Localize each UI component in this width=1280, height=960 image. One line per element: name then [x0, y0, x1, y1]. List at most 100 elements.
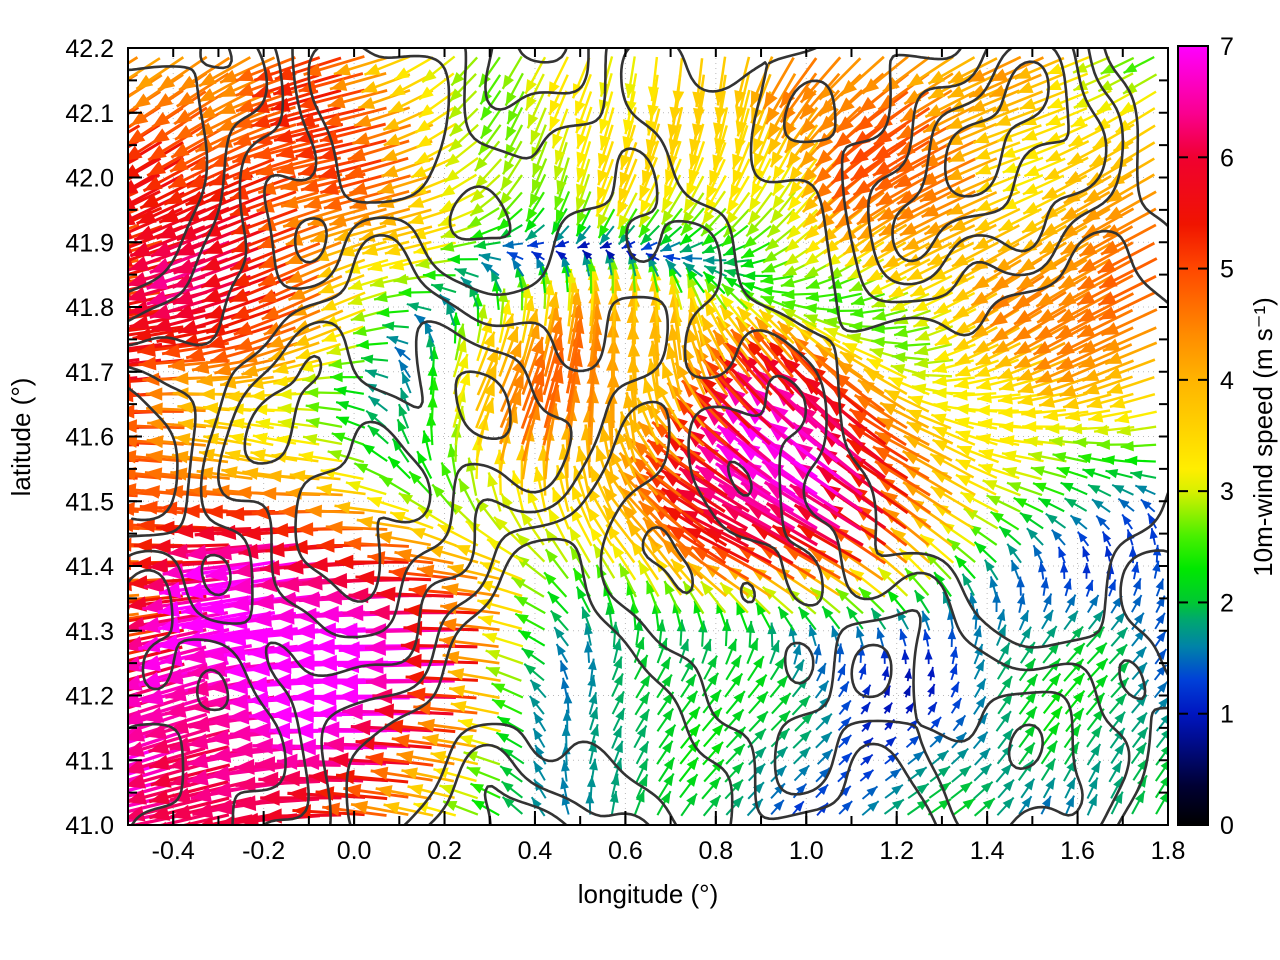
wind-vector-head	[1002, 728, 1013, 741]
wind-vector-head	[840, 734, 852, 746]
wind-vector-head	[137, 342, 156, 357]
wind-vector-head	[547, 591, 560, 604]
x-tick-label: 0.2	[427, 837, 462, 865]
wind-vector-head	[271, 738, 293, 756]
wind-vector-head	[133, 93, 151, 109]
wind-vector-head	[466, 767, 481, 777]
wind-vector-head	[1078, 258, 1097, 273]
wind-vector-head	[680, 639, 689, 652]
wind-vector-head	[645, 455, 665, 472]
wind-vector-head	[317, 605, 339, 623]
wind-vector-head	[365, 752, 384, 767]
wind-vector-head	[283, 215, 301, 229]
wind-vector-head	[1022, 220, 1039, 233]
wind-vector-head	[1082, 224, 1100, 238]
wind-vector-head	[146, 435, 164, 449]
wind-vector-head	[205, 645, 228, 663]
wind-vector-head	[906, 409, 923, 421]
wind-vector-head	[272, 362, 289, 374]
wind-vector-head	[761, 262, 776, 273]
wind-vector-head	[1089, 594, 1099, 607]
wind-vector-head	[354, 463, 369, 474]
wind-vector-head	[432, 484, 445, 498]
wind-vector-head	[662, 708, 674, 722]
wind-vector-head	[1159, 791, 1168, 804]
wind-vector-head	[680, 447, 702, 466]
wind-vector-head	[1123, 62, 1138, 74]
wind-vector-head	[1059, 384, 1077, 397]
wind-vector-head	[1065, 170, 1082, 184]
wind-vector-head	[774, 783, 785, 795]
wind-vector-head	[512, 258, 522, 270]
wind-vector-head	[773, 165, 786, 181]
wind-vector-head	[754, 152, 765, 169]
wind-vector-head	[1048, 722, 1060, 736]
wind-vector-head	[1024, 778, 1035, 791]
wind-vector-head	[255, 163, 275, 177]
wind-vector-head	[451, 71, 465, 86]
wind-vector-head	[1022, 420, 1037, 433]
wind-vector-head	[268, 689, 291, 707]
wind-vector-head	[622, 135, 634, 152]
wind-vector-head	[1038, 561, 1047, 573]
wind-vector-head	[128, 518, 134, 533]
wind-vector-head	[174, 109, 193, 124]
wind-vector-head	[408, 196, 425, 208]
wind-vector-head	[1095, 675, 1108, 688]
wind-vector-head	[780, 90, 796, 108]
wind-vector-head	[1056, 466, 1071, 477]
wind-vector-head	[307, 214, 326, 227]
wind-vector-head	[1065, 409, 1081, 422]
wind-vector-head	[501, 748, 514, 759]
wind-vector-head	[911, 369, 926, 381]
wind-vector-head	[358, 97, 376, 109]
wind-vector-head	[333, 386, 347, 396]
wind-vector-head	[344, 537, 362, 551]
wind-vector-head	[714, 137, 726, 154]
wind-vector-shaft	[128, 595, 161, 602]
contour-line	[293, 217, 328, 264]
wind-vector-head	[1069, 724, 1081, 738]
wind-vector-head	[1045, 513, 1058, 525]
contour-line	[195, 668, 230, 712]
wind-vector-head	[561, 255, 571, 268]
wind-vector-head	[392, 438, 404, 452]
wind-vector-head	[1023, 148, 1039, 159]
wind-vector-head	[1057, 369, 1075, 383]
wind-vector-head	[560, 777, 569, 790]
wind-vector-shaft	[128, 812, 161, 823]
wind-vector-head	[198, 105, 217, 119]
wind-vector-head	[1104, 546, 1113, 557]
wind-vector-head	[906, 268, 923, 281]
y-tick-label: 41.2	[65, 683, 114, 711]
wind-vector-head	[671, 559, 686, 575]
wind-vector-head	[767, 340, 786, 360]
wind-vector-head	[345, 480, 361, 492]
wind-vector-head	[148, 558, 169, 574]
wind-vector-head	[149, 805, 171, 821]
wind-vector-head	[234, 115, 253, 129]
wind-vector-head	[361, 354, 374, 364]
wind-vector-head	[266, 335, 285, 348]
wind-vector-head	[1072, 626, 1084, 639]
wind-vector-head	[171, 143, 190, 158]
wind-vector-head	[375, 531, 393, 544]
wind-vector-head	[661, 210, 674, 225]
wind-vector-head	[491, 683, 506, 694]
wind-vector-head	[702, 639, 712, 652]
wind-vector-head	[890, 364, 906, 375]
wind-vector-head	[914, 767, 927, 778]
wind-vector-head	[350, 800, 369, 814]
wind-vector-head	[1158, 697, 1168, 709]
wind-vector-head	[214, 363, 232, 376]
wind-vector-head	[426, 335, 436, 348]
wind-vector-head	[779, 693, 791, 706]
wind-vector-head	[1000, 763, 1012, 776]
wind-vector-head	[706, 184, 718, 201]
contour-line	[773, 609, 1084, 825]
wind-vector-head	[226, 677, 249, 695]
wind-vector-head	[413, 701, 431, 716]
wind-vector-head	[156, 224, 177, 239]
wind-vector-head	[151, 539, 171, 555]
